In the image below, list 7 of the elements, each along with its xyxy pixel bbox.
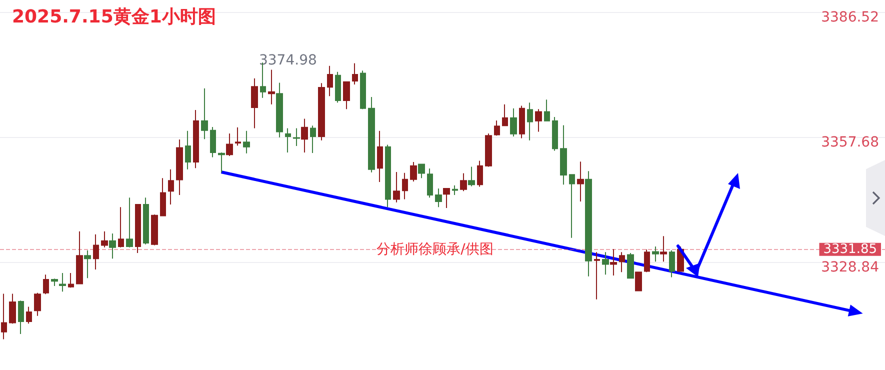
chart-title: 2025.7.15黄金1小时图 — [12, 6, 216, 28]
annotation: 3374.98 — [258, 52, 317, 68]
y-tick-label: 3357.68 — [821, 134, 879, 150]
y-tick-label: 3386.52 — [821, 9, 879, 26]
ref-line-label: 3331.85 — [823, 242, 877, 257]
y-tick-label: 3328.84 — [821, 259, 880, 276]
annotation: 分析师徐顾承/供图 — [376, 241, 494, 258]
